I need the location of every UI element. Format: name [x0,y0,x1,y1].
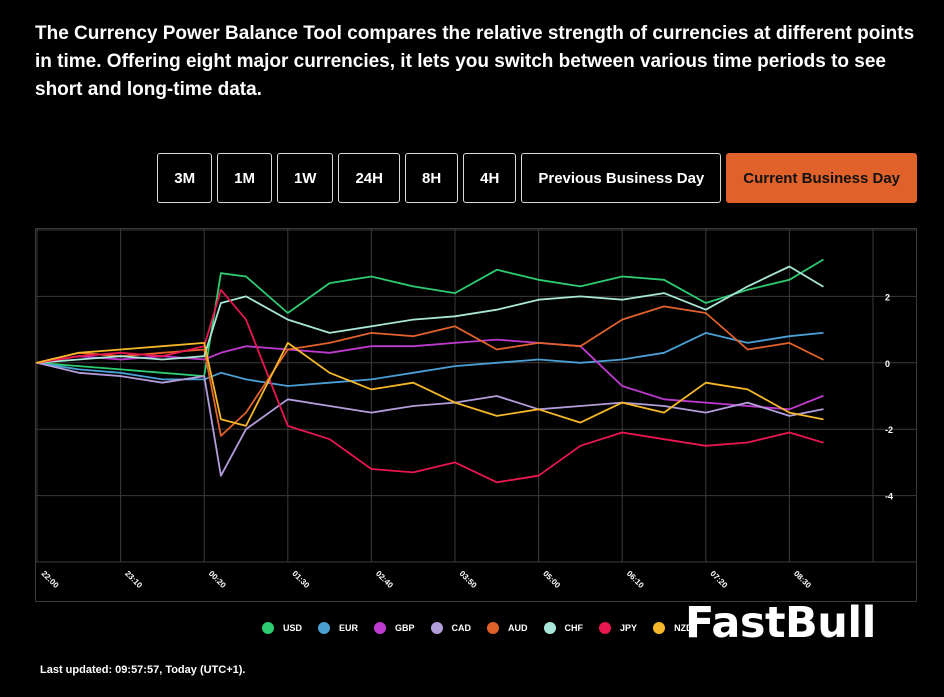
y-tick-label: 2 [885,292,890,302]
series-line-nzd [36,342,824,427]
tab-current-business-day[interactable]: Current Business Day [726,153,917,203]
legend-item-gbp[interactable]: GBP [374,622,415,634]
fastbull-logo: FastBull [685,598,876,648]
tab-8h[interactable]: 8H [404,153,459,203]
tab-1w[interactable]: 1W [276,153,334,203]
period-tabs: 3M 1M 1W 24H 8H 4H Previous Business Day… [157,153,917,203]
legend-dot-chf [543,622,556,634]
tab-1m[interactable]: 1M [217,153,272,203]
chart-svg: 2 0 -2 -4 22:00 23:10 00:20 01:30 02:40 03:50 05:0… [35,228,917,602]
series-line-chf [36,265,824,364]
tab-4h[interactable]: 4H [463,153,517,203]
legend-label-usd: USD [283,623,303,633]
tab-3m[interactable]: 3M [157,153,213,203]
legend-dot-gbp [374,622,387,634]
x-tick-label: 23:10 [123,569,144,590]
x-tick-label: 03:50 [458,569,479,590]
legend-item-chf[interactable]: CHF [543,622,584,634]
tab-previous-business-day[interactable]: Previous Business Day [521,153,722,203]
legend-dot-nzd [653,622,666,634]
currency-strength-chart: 2 0 -2 -4 22:00 23:10 00:20 01:30 02:40 03:50 05:0… [35,228,917,602]
x-tick-label: 06:10 [625,569,646,590]
series-line-aud [36,305,824,437]
legend-label-nzd: NZD [674,623,693,633]
legend-label-gbp: GBP [395,623,415,633]
legend-dot-jpy [599,622,612,634]
x-tick-label: 05:00 [541,569,562,590]
x-tick-label: 00:20 [207,569,228,590]
legend-dot-cad [430,622,443,634]
legend-item-usd[interactable]: USD [262,622,302,634]
legend-item-jpy[interactable]: JPY [599,622,637,634]
y-tick-label: 0 [885,359,890,369]
x-tick-label: 22:00 [40,569,61,590]
legend-item-eur[interactable]: EUR [318,622,358,634]
legend-item-aud[interactable]: AUD [487,622,528,634]
legend-dot-aud [487,622,500,634]
intro-text: The Currency Power Balance Tool compares… [35,23,915,100]
legend-label-chf: CHF [564,623,584,633]
x-tick-label: 01:30 [290,569,311,590]
tab-24h[interactable]: 24H [338,153,400,203]
legend-dot-eur [318,622,331,634]
legend: USD EUR GBP CAD AUD CHF JPY NZD [262,622,709,634]
series-line-usd [36,258,824,378]
legend-label-cad: CAD [451,623,472,633]
series-line-eur [36,332,824,387]
last-updated-text: Last updated: 09:57:57, Today (UTC+1). [40,664,246,676]
series-line-cad [36,361,824,477]
legend-item-nzd[interactable]: NZD [653,622,693,634]
series-line-jpy [36,288,824,484]
y-tick-label: -2 [885,425,893,435]
legend-label-jpy: JPY [620,623,638,633]
legend-label-eur: EUR [339,623,359,633]
x-tick-label: 02:40 [374,569,395,590]
x-tick-label: 08:30 [792,569,813,590]
legend-label-aud: AUD [508,623,528,633]
legend-dot-usd [262,622,274,634]
series-line-gbp [36,338,824,411]
legend-item-cad[interactable]: CAD [430,622,472,634]
y-tick-label: -4 [885,492,893,502]
chart-frame [35,228,917,602]
x-tick-label: 07:20 [708,569,729,590]
